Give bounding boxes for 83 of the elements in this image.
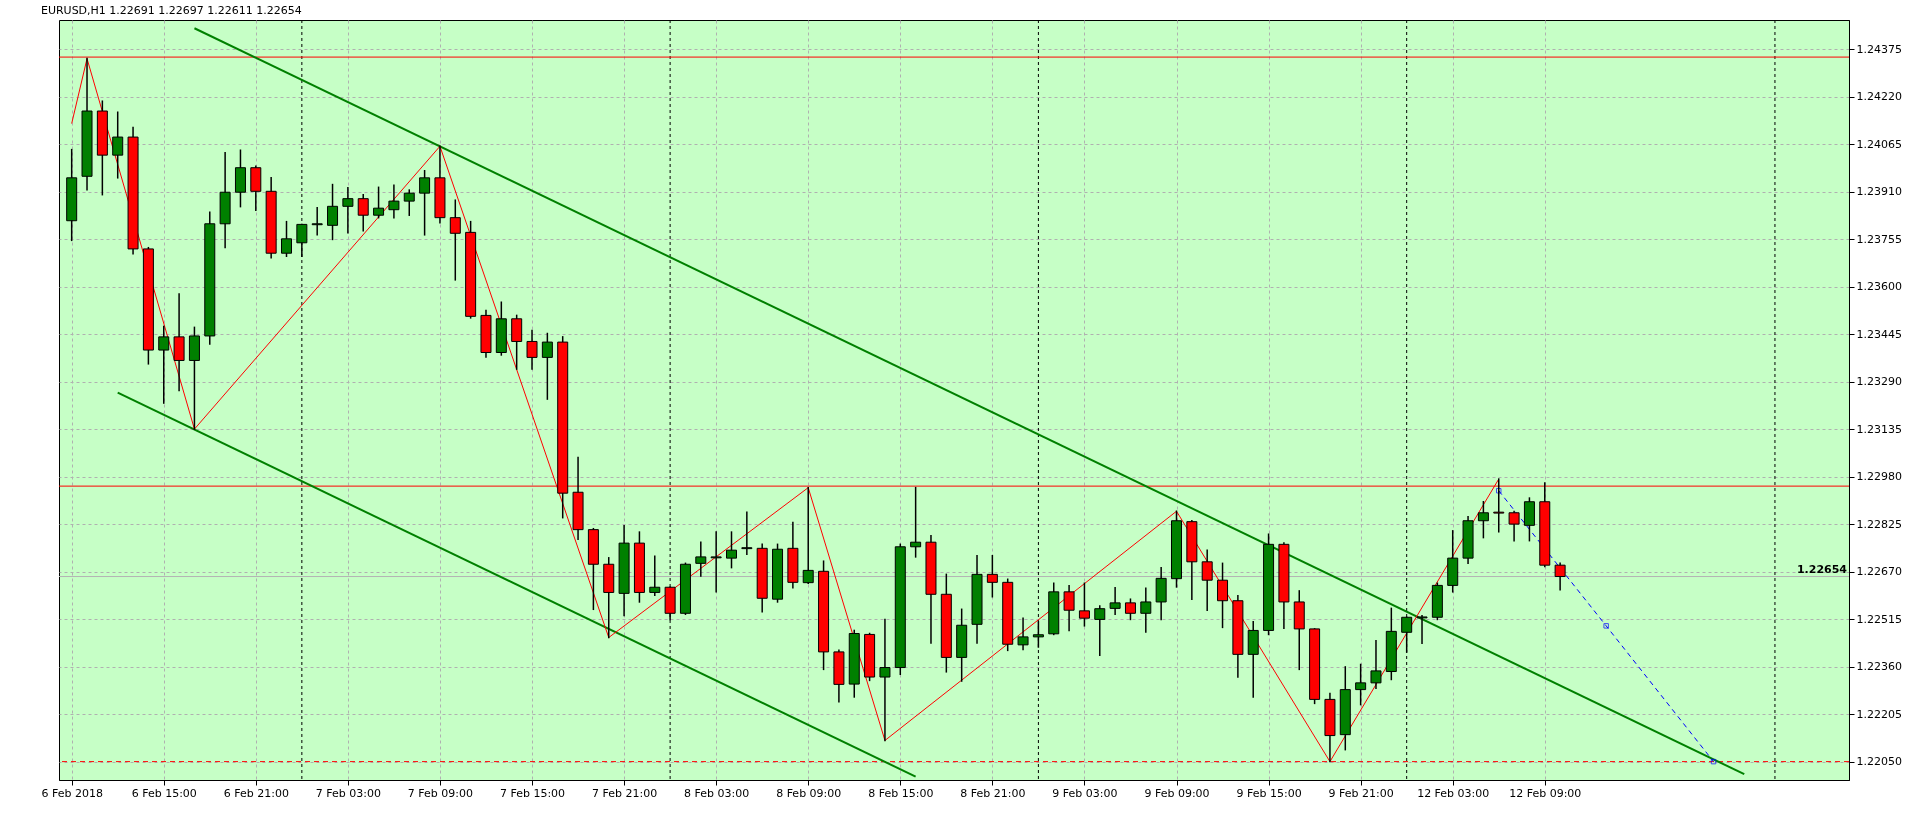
candlestick [1355, 663, 1367, 706]
candlestick [879, 618, 891, 742]
point [1496, 487, 1502, 494]
x-tick-label: 8 Feb 15:00 [868, 786, 934, 800]
x-tick-label: 8 Feb 09:00 [776, 786, 842, 800]
x-tick-label: 12 Feb 09:00 [1509, 786, 1582, 800]
candlestick [986, 554, 998, 598]
candlestick [419, 170, 431, 236]
candlestick [1217, 562, 1229, 629]
candlestick [1477, 500, 1489, 539]
candlestick [1201, 549, 1213, 611]
candlestick [1370, 640, 1382, 690]
candlestick [1032, 621, 1044, 648]
candlestick [710, 531, 722, 593]
y-tick-label: 1.22360 [1856, 660, 1902, 674]
x-tick-label: 8 Feb 21:00 [960, 786, 1026, 800]
x-tick-label: 9 Feb 21:00 [1328, 786, 1394, 800]
candlestick [802, 486, 814, 585]
y-tick-label: 1.24375 [1856, 42, 1902, 56]
x-tick-label: 9 Feb 09:00 [1144, 786, 1210, 800]
candlestick [1063, 584, 1075, 632]
candlestick [281, 220, 292, 258]
candlestick [910, 486, 922, 558]
y-tick-label: 1.23445 [1856, 327, 1902, 341]
candlestick [695, 541, 707, 577]
y-tick-label: 1.23135 [1856, 422, 1902, 436]
candlestick [1508, 510, 1520, 542]
candlestick [1094, 605, 1106, 657]
candlestick [1140, 587, 1152, 633]
candlestick [388, 184, 400, 219]
y-tick-label: 1.22825 [1856, 517, 1902, 531]
y-tick-label: 1.23910 [1856, 185, 1902, 199]
x-tick-label: 9 Feb 15:00 [1236, 786, 1302, 800]
x-tick-label: 7 Feb 03:00 [315, 786, 381, 800]
candlestick [250, 165, 262, 212]
y-tick-label: 1.23290 [1856, 375, 1902, 389]
x-tick-label: 6 Feb 21:00 [223, 786, 289, 800]
candlestick [1124, 598, 1136, 621]
point [1603, 623, 1609, 629]
candlestick [449, 199, 461, 281]
x-tick-label: 9 Feb 03:00 [1052, 786, 1118, 800]
candlestick [726, 531, 737, 569]
candlestick [173, 293, 185, 392]
y-tick-label: 1.22515 [1856, 612, 1902, 626]
x-tick-label: 8 Feb 03:00 [684, 786, 750, 800]
y-tick-label: 1.22670 [1856, 565, 1902, 579]
candlestick [541, 332, 553, 400]
candlestick [1109, 587, 1121, 615]
y-tick-label: 1.24220 [1856, 90, 1902, 104]
x-tick-label: 7 Feb 21:00 [592, 786, 658, 800]
x-tick-label: 7 Feb 09:00 [407, 786, 474, 800]
candlestick [649, 555, 661, 596]
candlestick [1523, 497, 1535, 542]
x-tick-label: 12 Feb 03:00 [1417, 786, 1490, 800]
candlestick [1554, 562, 1566, 591]
candlestick [296, 223, 308, 258]
candlestick [1017, 617, 1029, 651]
y-tick-label: 1.23755 [1856, 232, 1902, 246]
candlestick [311, 207, 323, 236]
x-tick-label: 6 Feb 15:00 [131, 786, 197, 800]
candlestick [327, 183, 339, 241]
y-tick-label: 1.22205 [1856, 707, 1902, 721]
y-tick-label: 1.24065 [1856, 137, 1902, 151]
y-tick-label: 1.23600 [1856, 280, 1902, 294]
y-tick-label: 1.22980 [1856, 470, 1902, 484]
x-tick-label: 6 Feb 2018 [41, 786, 103, 800]
candlestick [403, 189, 415, 216]
candlestick [1078, 582, 1090, 627]
candlestick [1416, 614, 1428, 645]
candlestick [1247, 621, 1259, 698]
candlestick [342, 186, 354, 234]
x-tick-label: 7 Feb 15:00 [499, 786, 566, 800]
candlestick [158, 325, 170, 404]
candlestick [373, 186, 385, 219]
candlestick [112, 111, 124, 179]
candlestick [526, 329, 538, 370]
candlestick [741, 511, 753, 555]
candlestick [511, 314, 523, 370]
y-tick-label: 1.22050 [1856, 755, 1902, 769]
chart-title: EURUSD,H1 1.22691 1.22697 1.22611 1.22654 [40, 3, 302, 17]
candlestick [1155, 566, 1167, 621]
candlestick [357, 193, 369, 232]
ref-line-label: 1.22654 [1796, 562, 1848, 576]
